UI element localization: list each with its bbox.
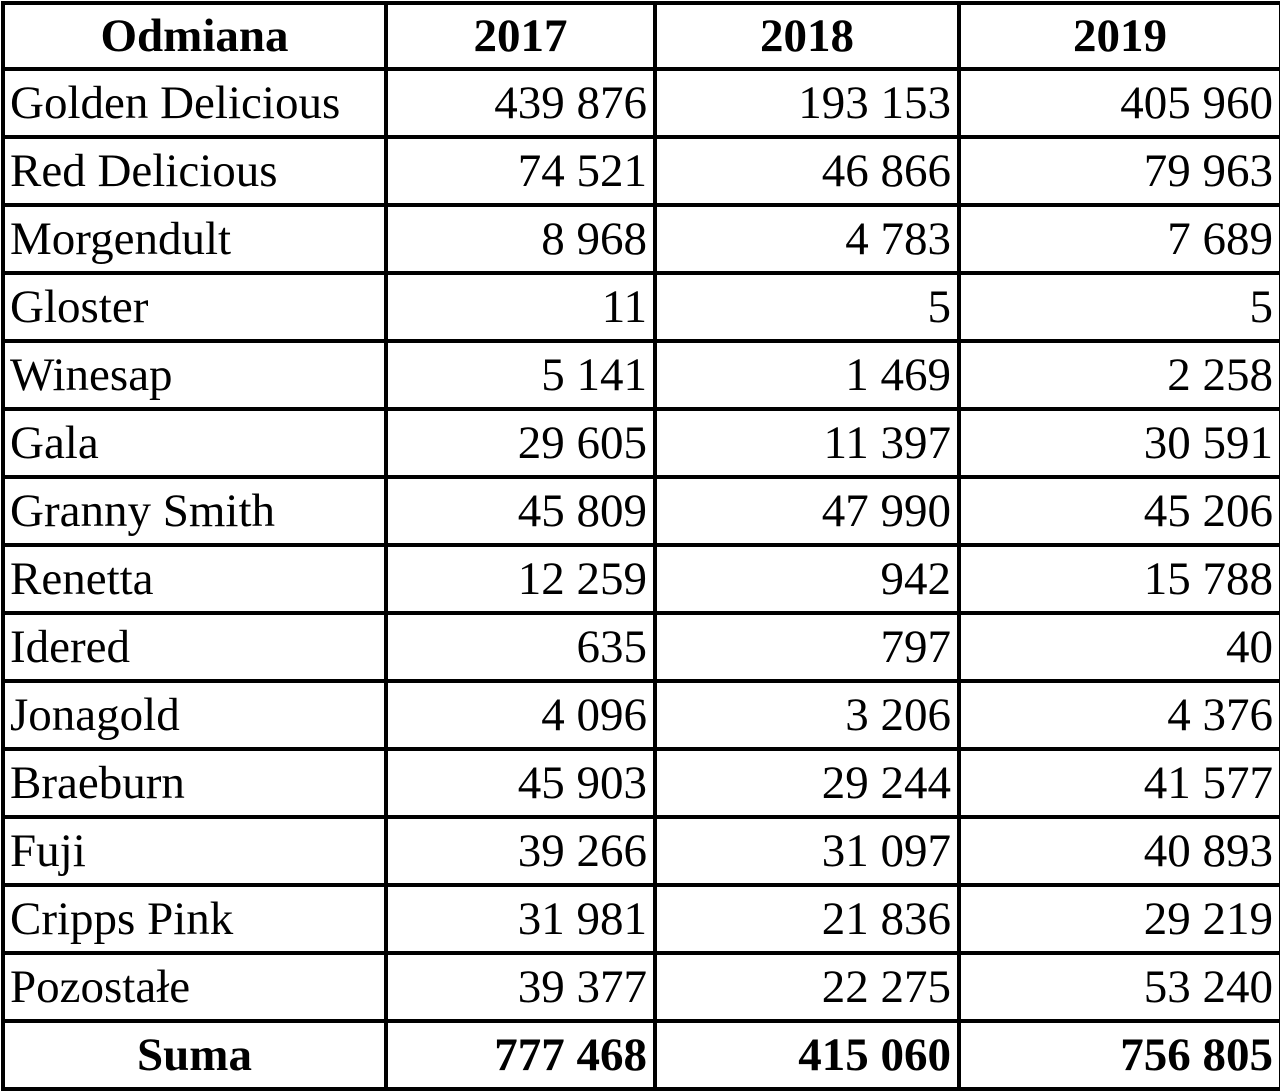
value-2018-cell: 5	[653, 271, 961, 343]
header-2019: 2019	[957, 1, 1280, 71]
value-2019-cell: 30 591	[957, 407, 1280, 479]
header-2018: 2018	[653, 1, 961, 71]
value-2019-cell: 29 219	[957, 883, 1280, 955]
variety-cell: Red Delicious	[1, 135, 388, 207]
value-2018-cell: 4 783	[653, 203, 961, 275]
value-2018-cell: 193 153	[653, 67, 961, 139]
value-2017-cell: 39 377	[384, 951, 657, 1023]
value-2017-cell: 45 809	[384, 475, 657, 547]
value-2019-cell: 7 689	[957, 203, 1280, 275]
variety-cell: Golden Delicious	[1, 67, 388, 139]
value-2019-cell: 405 960	[957, 67, 1280, 139]
variety-cell: Idered	[1, 611, 388, 683]
header-row: Odmiana 2017 2018 2019	[1, 1, 1280, 71]
variety-cell: Braeburn	[1, 747, 388, 819]
value-2017-cell: 12 259	[384, 543, 657, 615]
header-variety: Odmiana	[1, 1, 388, 71]
variety-cell: Winesap	[1, 339, 388, 411]
variety-cell: Morgendult	[1, 203, 388, 275]
variety-cell: Granny Smith	[1, 475, 388, 547]
variety-cell: Renetta	[1, 543, 388, 615]
variety-cell: Cripps Pink	[1, 883, 388, 955]
value-2019-cell: 41 577	[957, 747, 1280, 819]
total-2019: 756 805	[957, 1019, 1280, 1091]
variety-cell: Gloster	[1, 271, 388, 343]
value-2018-cell: 47 990	[653, 475, 961, 547]
variety-cell: Jonagold	[1, 679, 388, 751]
table-row: Gloster 11 5 5	[1, 271, 1280, 343]
variety-cell: Fuji	[1, 815, 388, 887]
variety-cell: Gala	[1, 407, 388, 479]
total-2017: 777 468	[384, 1019, 657, 1091]
value-2017-cell: 439 876	[384, 67, 657, 139]
value-2017-cell: 29 605	[384, 407, 657, 479]
table-row: Red Delicious 74 521 46 866 79 963	[1, 135, 1280, 207]
table-row: Gala 29 605 11 397 30 591	[1, 407, 1280, 479]
variety-cell: Pozostałe	[1, 951, 388, 1023]
header-2017: 2017	[384, 1, 657, 71]
value-2019-cell: 45 206	[957, 475, 1280, 547]
value-2018-cell: 22 275	[653, 951, 961, 1023]
value-2017-cell: 5 141	[384, 339, 657, 411]
value-2017-cell: 8 968	[384, 203, 657, 275]
value-2018-cell: 797	[653, 611, 961, 683]
table-row: Winesap 5 141 1 469 2 258	[1, 339, 1280, 411]
value-2018-cell: 31 097	[653, 815, 961, 887]
value-2018-cell: 942	[653, 543, 961, 615]
value-2018-cell: 21 836	[653, 883, 961, 955]
value-2019-cell: 2 258	[957, 339, 1280, 411]
value-2017-cell: 31 981	[384, 883, 657, 955]
value-2019-cell: 40 893	[957, 815, 1280, 887]
value-2019-cell: 5	[957, 271, 1280, 343]
table-row: Cripps Pink 31 981 21 836 29 219	[1, 883, 1280, 955]
table-row: Jonagold 4 096 3 206 4 376	[1, 679, 1280, 751]
table-row: Morgendult 8 968 4 783 7 689	[1, 203, 1280, 275]
total-2018: 415 060	[653, 1019, 961, 1091]
value-2018-cell: 3 206	[653, 679, 961, 751]
value-2019-cell: 40	[957, 611, 1280, 683]
value-2019-cell: 4 376	[957, 679, 1280, 751]
value-2017-cell: 11	[384, 271, 657, 343]
value-2018-cell: 46 866	[653, 135, 961, 207]
total-label: Suma	[1, 1019, 388, 1091]
value-2019-cell: 53 240	[957, 951, 1280, 1023]
table-row: Renetta 12 259 942 15 788	[1, 543, 1280, 615]
value-2017-cell: 4 096	[384, 679, 657, 751]
table-row: Fuji 39 266 31 097 40 893	[1, 815, 1280, 887]
value-2017-cell: 635	[384, 611, 657, 683]
table-row: Granny Smith 45 809 47 990 45 206	[1, 475, 1280, 547]
value-2018-cell: 29 244	[653, 747, 961, 819]
value-2019-cell: 15 788	[957, 543, 1280, 615]
value-2019-cell: 79 963	[957, 135, 1280, 207]
value-2018-cell: 1 469	[653, 339, 961, 411]
table-row: Pozostałe 39 377 22 275 53 240	[1, 951, 1280, 1023]
table-row: Golden Delicious 439 876 193 153 405 960	[1, 67, 1280, 139]
value-2017-cell: 39 266	[384, 815, 657, 887]
table-row: Idered 635 797 40	[1, 611, 1280, 683]
table-row: Braeburn 45 903 29 244 41 577	[1, 747, 1280, 819]
total-row: Suma 777 468 415 060 756 805	[1, 1019, 1280, 1091]
value-2017-cell: 74 521	[384, 135, 657, 207]
value-2017-cell: 45 903	[384, 747, 657, 819]
value-2018-cell: 11 397	[653, 407, 961, 479]
